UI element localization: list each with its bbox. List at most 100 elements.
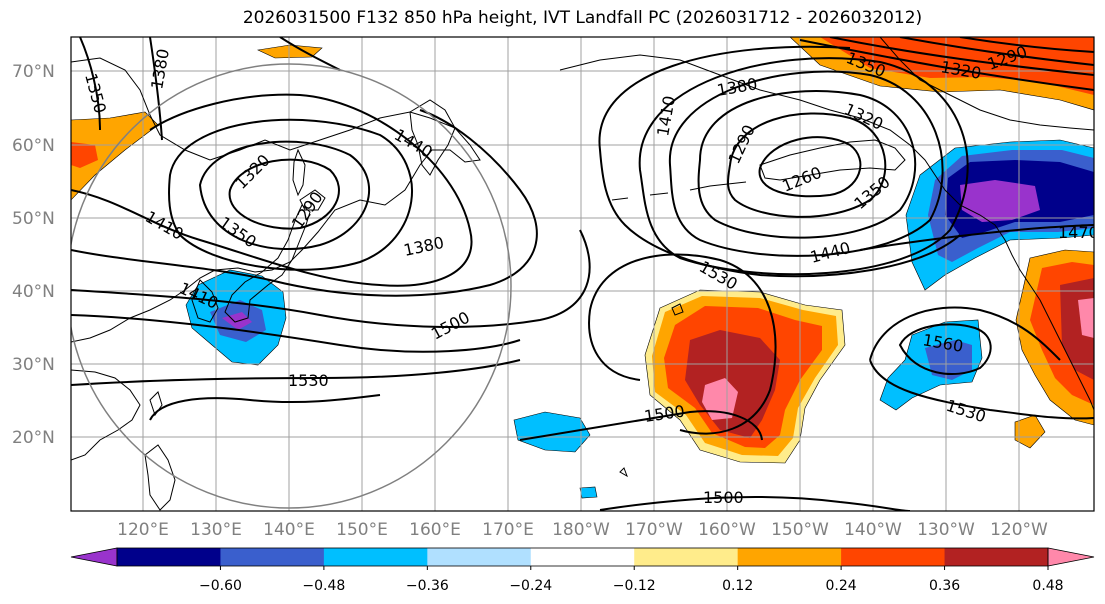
lon-label-130w: 130°W — [917, 520, 975, 540]
colorbar-segment-5 — [530, 548, 635, 566]
colorbar-tick-label-8: 0.36 — [929, 578, 960, 594]
lon-label-170e: 170°E — [482, 520, 534, 540]
lon-label-120e: 120°E — [117, 520, 169, 540]
reference-circle — [71, 63, 512, 509]
contour-1530-east — [869, 306, 1094, 420]
contour-1380-west — [168, 118, 413, 271]
colorbar-tick-label-4: −0.24 — [509, 578, 552, 594]
lat-label-70: 70°N — [12, 62, 55, 82]
lat-label-50: 50°N — [12, 209, 55, 229]
coast-asia-south — [71, 369, 141, 461]
contour-1350-west-edge — [79, 37, 101, 131]
contour-1500-center — [519, 410, 763, 441]
lon-label-120w: 120°W — [990, 520, 1048, 540]
contour-1440-se — [859, 224, 1094, 251]
lat-label-30: 30°N — [12, 355, 55, 375]
anomaly-negative-small — [513, 411, 591, 453]
anomaly-positive-west-coast-4 — [1078, 298, 1094, 338]
colorbar-tick-label-5: −0.12 — [613, 578, 656, 594]
contour-1530-center — [588, 253, 777, 435]
lat-label-20: 20°N — [12, 428, 55, 448]
colorbar-segment-2 — [220, 548, 325, 566]
colorbar-tick-label-3: −0.36 — [406, 578, 449, 594]
anomaly-negative-alaska-4 — [960, 180, 1040, 222]
contour-1380-west-edge — [149, 37, 163, 141]
colorbar: −0.60 −0.48 −0.36 −0.24 −0.12 0.12 0.24 0.36 0.4… — [70, 547, 1095, 594]
colorbar-segment-6 — [634, 548, 739, 566]
contour-1410 — [71, 93, 473, 287]
contour-1530-west — [71, 359, 521, 386]
lon-label-130e: 130°E — [190, 520, 242, 540]
lon-label-160e: 160°E — [409, 520, 461, 540]
colorbar-outline — [116, 547, 1049, 567]
map-frame — [70, 36, 1095, 512]
figure-title: 2026031500 F132 850 hPa height, IVT Land… — [242, 8, 923, 28]
anomaly-positive-central-5 — [702, 378, 738, 420]
contour-1320-east — [697, 90, 917, 239]
lon-label-140e: 140°E — [263, 520, 315, 540]
anomaly-positive-top — [256, 44, 323, 59]
anomaly-negative-dot — [579, 486, 598, 499]
contour-label-27: 1500 — [703, 488, 744, 507]
lat-label-60: 60°N — [12, 136, 55, 156]
lon-label-170w: 170°W — [625, 520, 683, 540]
coast-alaska — [559, 54, 1094, 411]
colorbar-segment-3 — [323, 548, 428, 566]
colorbar-segments — [117, 548, 1049, 566]
colorbar-segment-7 — [737, 548, 842, 566]
contour-1500-west — [71, 314, 521, 353]
anomaly-positive-northwest-2 — [71, 142, 98, 168]
colorbar-tick-label-6: 0.12 — [722, 578, 753, 594]
contour-label-11: 1530 — [288, 371, 329, 390]
colorbar-segment-8 — [841, 548, 946, 566]
coast-philippines — [144, 444, 176, 511]
contour-1350-west — [198, 140, 371, 251]
contour-south-loop — [149, 394, 381, 421]
lon-label-140w: 140°W — [844, 520, 902, 540]
coast-taiwan — [149, 391, 163, 417]
colorbar-segment-1 — [117, 548, 221, 566]
coast-hawaii — [619, 303, 684, 478]
colorbar-tick-label-9: 0.48 — [1032, 578, 1063, 594]
contour-1260 — [758, 136, 862, 198]
contour-1290-east — [727, 112, 887, 218]
contour-1470 — [71, 229, 591, 328]
colorbar-segment-9 — [944, 548, 1049, 566]
colorbar-tick-label-1: −0.60 — [199, 578, 242, 594]
contour-northeast-stack — [799, 37, 1094, 91]
coast-korea — [191, 279, 219, 323]
coast-sakhalin — [292, 148, 306, 197]
coast-asia — [71, 57, 481, 343]
lon-label-150e: 150°E — [336, 520, 388, 540]
coast-kamchatka — [409, 99, 456, 176]
coast-hokkaido — [299, 189, 326, 211]
lat-label-40: 40°N — [12, 282, 55, 302]
colorbar-tick-label-2: −0.48 — [302, 578, 345, 594]
colorbar-segment-4 — [427, 548, 532, 566]
graticule — [71, 37, 1094, 511]
contour-1560 — [898, 323, 992, 375]
coast-alaska-peninsula — [759, 139, 906, 181]
colorbar-tick-label-7: 0.24 — [826, 578, 857, 594]
colorbar-extend-high — [1047, 547, 1095, 567]
height-contours — [71, 37, 1094, 511]
lon-label-160w: 160°W — [698, 520, 756, 540]
contour-1440-east — [598, 45, 961, 278]
coast-aleutians — [611, 181, 747, 201]
longitude-labels: 120°E 130°E 140°E 150°E 160°E 170°E 180°… — [117, 520, 1048, 540]
anomaly-negative-east-2 — [925, 340, 972, 380]
colorbar-extend-low — [70, 547, 118, 567]
colorbar-ticks: −0.60 −0.48 −0.36 −0.24 −0.12 0.12 0.24 0.36 0.4… — [199, 566, 1064, 594]
contour-1410-west-edge — [279, 37, 341, 71]
contour-1500-bottom — [599, 495, 911, 511]
coastlines — [71, 37, 1094, 511]
latitude-labels: 70°N 60°N 50°N 40°N 30°N 20°N — [12, 62, 55, 448]
anomaly-positive-northwest — [71, 111, 159, 201]
contour-1350-east — [668, 70, 944, 257]
contour-1440-west — [71, 109, 538, 297]
contour-label-23: 1470 — [1058, 223, 1099, 242]
lon-label-150w: 150°W — [771, 520, 829, 540]
lon-label-180w: 180°W — [552, 520, 610, 540]
coast-canada-top — [879, 37, 1094, 131]
